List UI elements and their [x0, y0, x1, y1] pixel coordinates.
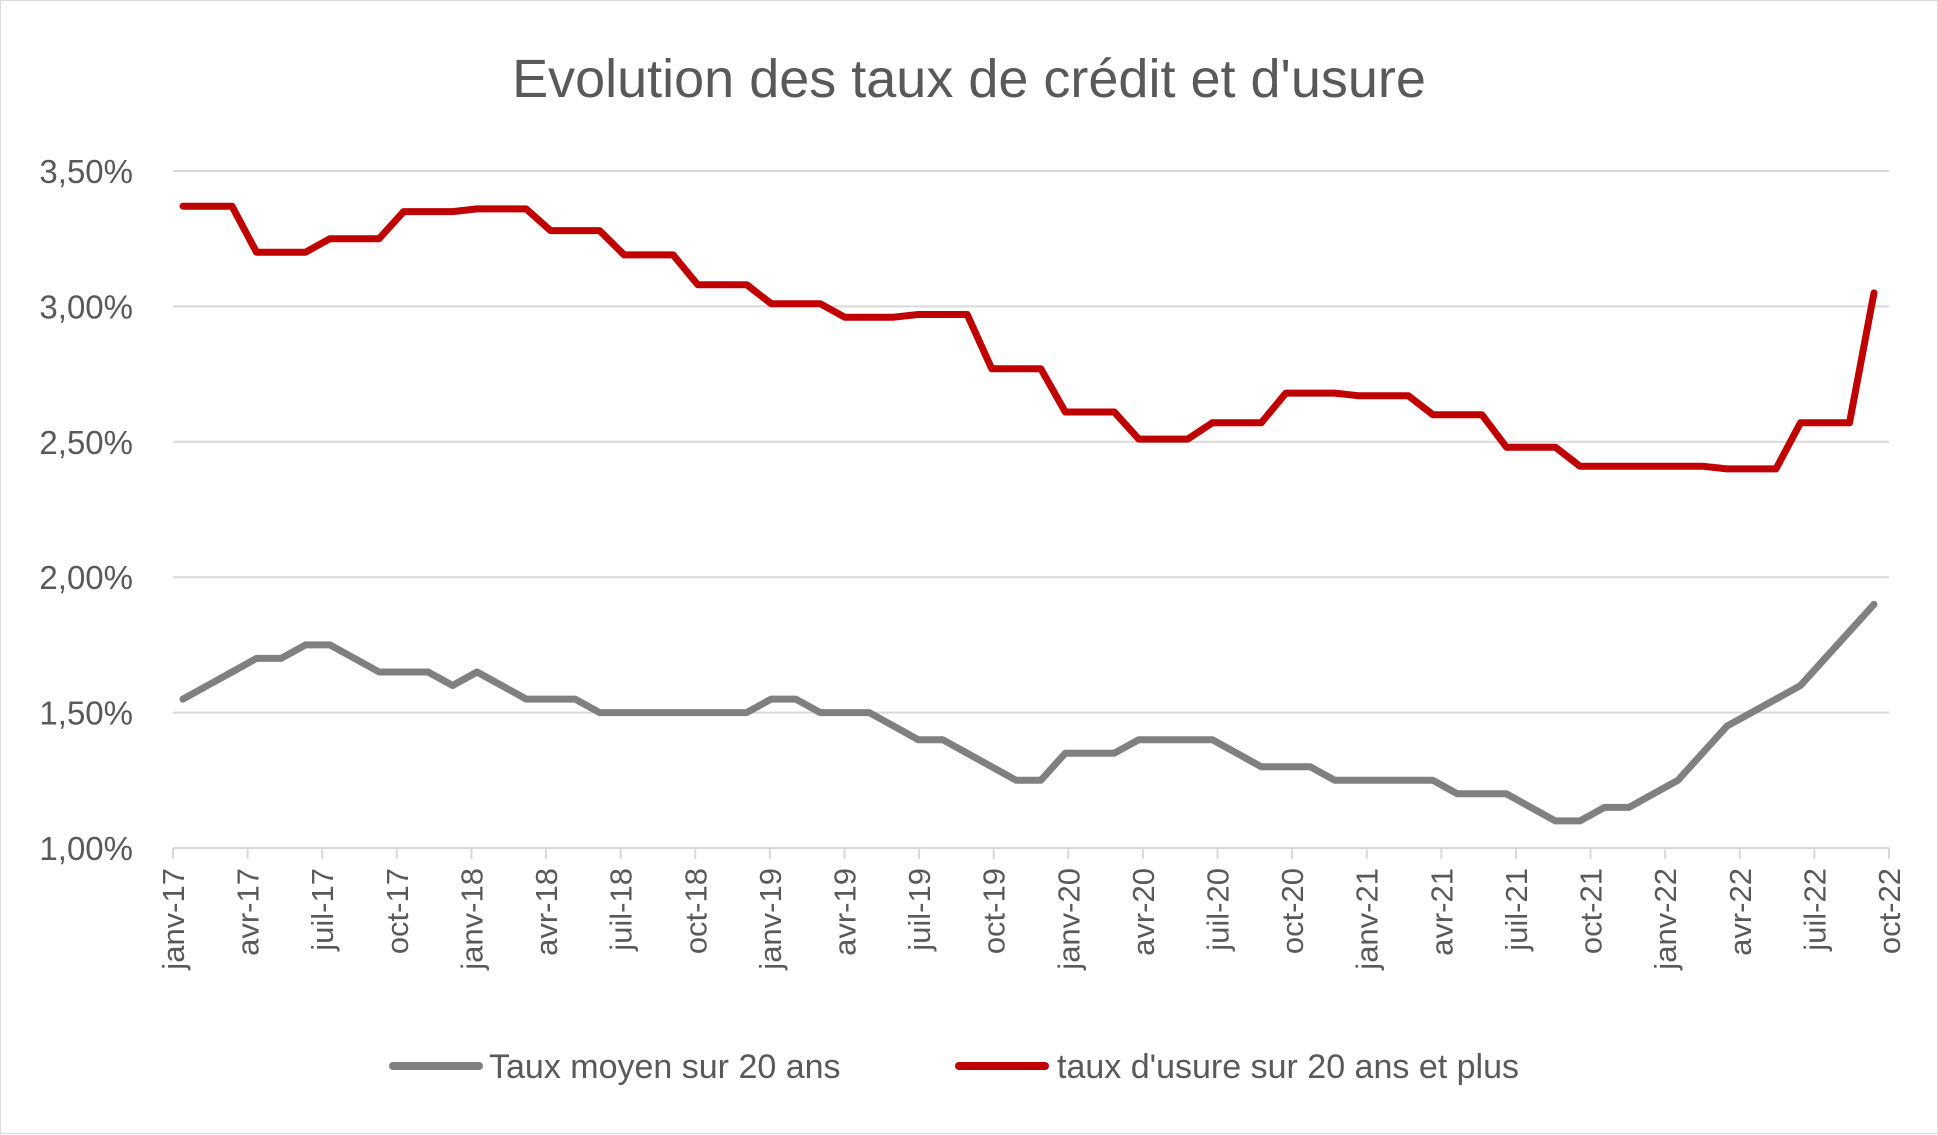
x-tick-label: oct-18 [678, 868, 713, 954]
x-tick-label: oct-17 [380, 868, 415, 954]
x-tick-label: janv-17 [156, 868, 191, 971]
y-tick-label: 1,50% [39, 695, 133, 732]
series-lines [179, 202, 1878, 825]
x-tick-label: juil-19 [902, 868, 937, 952]
x-axis [172, 847, 1890, 859]
x-tick-label: avr-19 [827, 868, 862, 956]
x-tick-label: oct-22 [1872, 868, 1907, 954]
legend: Taux moyen sur 20 ans taux d'usure sur 20… [389, 1048, 1519, 1086]
series-line-taux-moyen [179, 600, 1878, 825]
x-tick-label: juil-20 [1201, 868, 1236, 952]
x-tick-label: janv-19 [753, 868, 788, 971]
y-tick-label: 3,00% [39, 288, 133, 325]
y-tick-label: 3,50% [39, 153, 133, 190]
x-tick-label: avr-20 [1126, 868, 1161, 956]
legend-label: Taux moyen sur 20 ans [489, 1048, 841, 1086]
x-tick-label: juil-18 [604, 868, 639, 952]
x-tick-label: avr-18 [529, 868, 564, 956]
x-axis-tick-labels: janv-17 avr-17 juil-17 oct-17 janv-18 avr-18 j… [156, 868, 1907, 971]
x-tick-label: oct-20 [1275, 868, 1310, 954]
y-axis-tick-labels: 1,00% 1,50% 2,00% 2,50% 3,00% 3,50% [39, 153, 133, 867]
x-tick-label: juil-21 [1499, 868, 1534, 952]
x-tick-label: janv-20 [1051, 868, 1086, 971]
y-tick-label: 1,00% [39, 830, 133, 867]
series-line-taux-usure [179, 202, 1878, 473]
x-tick-label: juil-17 [305, 868, 340, 952]
x-tick-label: janv-18 [454, 868, 489, 971]
legend-label: taux d'usure sur 20 ans et plus [1057, 1048, 1519, 1086]
y-tick-label: 2,00% [39, 559, 133, 596]
x-tick-label: juil-22 [1797, 868, 1832, 952]
x-tick-label: oct-21 [1574, 868, 1609, 954]
x-tick-label: avr-17 [231, 868, 266, 956]
y-tick-label: 2,50% [39, 424, 133, 461]
x-tick-label: oct-19 [977, 868, 1012, 954]
x-tick-label: avr-22 [1723, 868, 1758, 956]
chart-title: Evolution des taux de crédit et d'usure [512, 49, 1426, 109]
x-tick-label: avr-21 [1424, 868, 1459, 956]
x-tick-label: janv-21 [1350, 868, 1385, 971]
gridlines [173, 170, 1889, 714]
x-tick-label: janv-22 [1648, 868, 1683, 971]
